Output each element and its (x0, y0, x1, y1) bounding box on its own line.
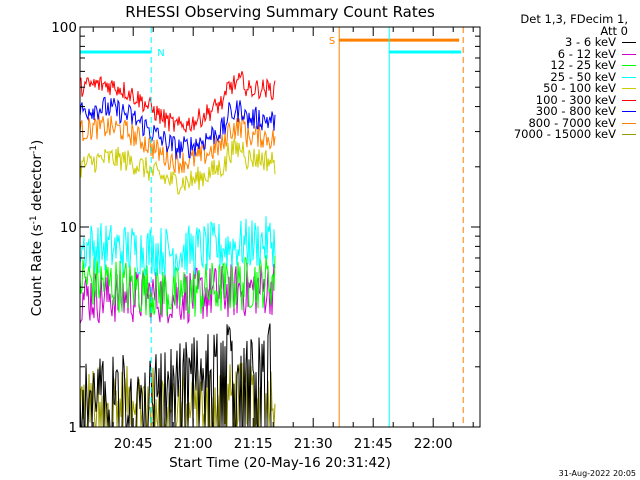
x-tick-label: 21:00 (174, 436, 213, 452)
x-tick-label: 21:30 (294, 436, 333, 452)
y-axis-label: Count Rate (s-1 detector-1) (29, 140, 45, 316)
legend-swatch (622, 76, 636, 78)
legend-entry: 25 - 50 keV (482, 69, 636, 84)
legend: Det 1,3, FDecim 1, Att 0 3 - 6 keV 6 - 12… (482, 12, 636, 141)
legend-swatch (622, 111, 636, 113)
y-tick-label: 1 (68, 420, 77, 436)
plot-frame (79, 26, 481, 428)
legend-entry: 3 - 6 keV (482, 35, 636, 49)
y-tick-label: 10 (60, 220, 77, 236)
chart-title: RHESSI Observing Summary Count Rates (125, 3, 435, 21)
x-tick-label: 20:45 (114, 436, 153, 452)
annotation-label: N (157, 48, 164, 59)
legend-entry-label: 100 - 300 keV (535, 92, 616, 107)
legend-header-line-2: Att 0 (600, 23, 628, 38)
legend-swatch (622, 88, 636, 90)
x-tick-label: 21:15 (234, 436, 273, 452)
legend-swatch (622, 53, 636, 55)
series-line (79, 71, 276, 133)
x-axis-label: Start Time (20-May-16 20:31:42) (169, 455, 391, 471)
x-tick-label: 21:45 (354, 436, 393, 452)
y-tick-label: 100 (51, 20, 77, 36)
legend-entry: 7000 - 15000 keV (482, 127, 636, 141)
legend-entry-label: 25 - 50 keV (550, 69, 616, 84)
legend-entry: 300 - 800 keV (482, 104, 636, 118)
legend-entry-label: 50 - 100 keV (543, 81, 616, 95)
legend-swatch (622, 65, 636, 67)
generation-timestamp: 31-Aug-2022 20:05 (558, 469, 636, 478)
legend-entry: 100 - 300 keV (482, 92, 636, 107)
legend-swatch (622, 134, 636, 136)
legend-entry: 6 - 12 keV (482, 46, 636, 61)
series-line (79, 138, 276, 195)
plot-area: NS (79, 27, 464, 428)
series-line (79, 263, 276, 325)
axis-ticks: 20:45 21:00 21:15 21:30 21:45 22:00 1 10 100 (51, 20, 480, 452)
legend-entry: 800 - 7000 keV (482, 115, 636, 130)
legend-entry-label: 7000 - 15000 keV (513, 127, 616, 141)
legend-entry: 12 - 25 keV (482, 58, 636, 72)
series-line (79, 216, 276, 278)
legend-entry-label: 300 - 800 keV (535, 104, 616, 118)
legend-entry-label: 12 - 25 keV (550, 58, 616, 72)
legend-entry: 50 - 100 keV (482, 81, 636, 95)
legend-swatch (622, 42, 636, 44)
legend-header-line-1: Det 1,3, FDecim 1, (520, 12, 628, 26)
series-line (79, 96, 276, 160)
legend-swatch (622, 122, 636, 124)
legend-entries: 3 - 6 keV 6 - 12 keV 12 - 25 keV 25 - 50 ke… (482, 35, 636, 141)
annotation-label: S (329, 36, 335, 47)
legend-swatch (622, 99, 636, 101)
legend-entry-label: 3 - 6 keV (565, 35, 616, 49)
legend-entry-label: 6 - 12 keV (557, 46, 616, 61)
legend-entry-label: 800 - 7000 keV (528, 115, 616, 130)
x-tick-label: 22:00 (414, 436, 453, 452)
